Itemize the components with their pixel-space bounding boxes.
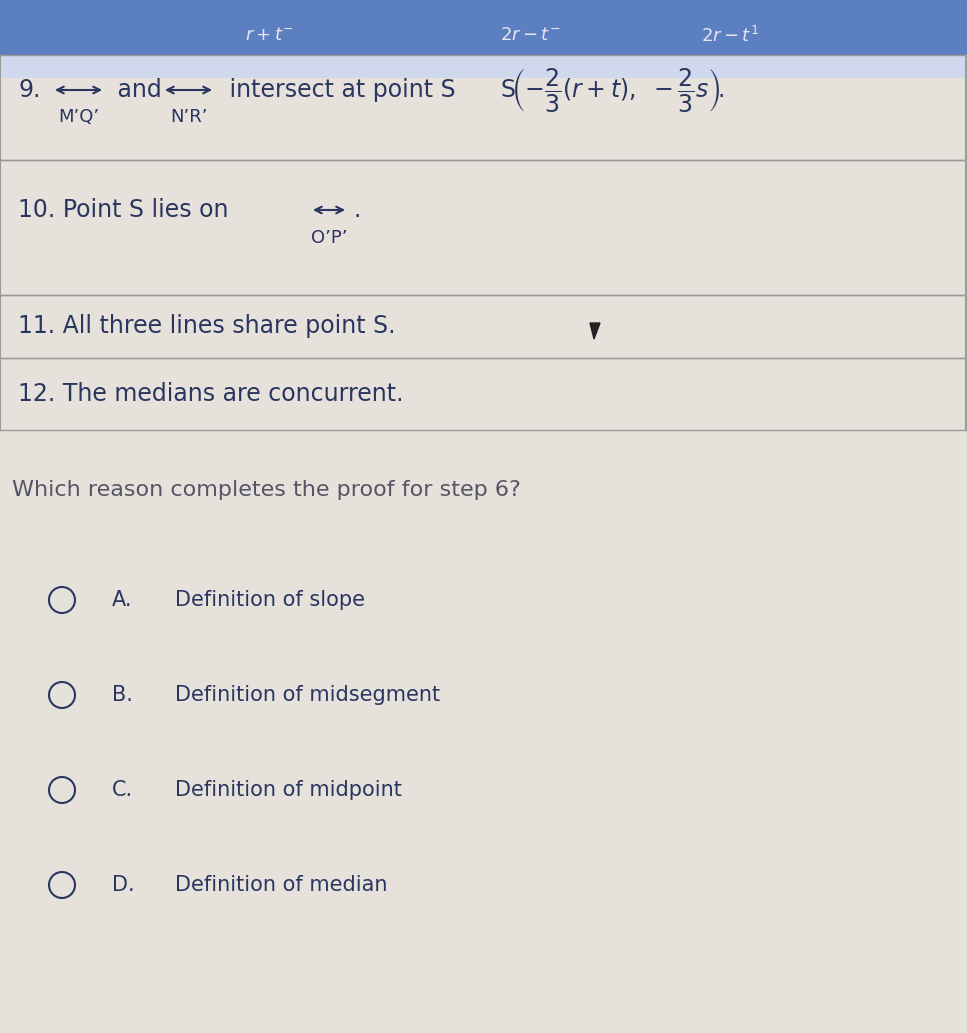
Text: 9.: 9. — [18, 79, 41, 102]
Text: and: and — [110, 79, 169, 102]
Text: M’Q’: M’Q’ — [58, 108, 99, 126]
Text: $2r-t^{1}$: $2r-t^{1}$ — [701, 26, 759, 45]
Text: $2r-t^{-}$: $2r-t^{-}$ — [500, 27, 560, 44]
Text: C.: C. — [112, 780, 133, 800]
Text: N’R’: N’R’ — [170, 108, 207, 126]
Text: 12. The medians are concurrent.: 12. The medians are concurrent. — [18, 382, 403, 406]
Bar — [0, 55, 967, 79]
Text: $r+t^{-}$: $r+t^{-}$ — [246, 27, 295, 44]
Text: Definition of slope: Definition of slope — [175, 590, 365, 611]
Text: Which reason completes the proof for step 6?: Which reason completes the proof for ste… — [12, 480, 521, 500]
Polygon shape — [590, 323, 600, 339]
Text: Definition of midsegment: Definition of midsegment — [175, 685, 440, 705]
Text: A.: A. — [112, 590, 132, 611]
Text: intersect at point S: intersect at point S — [222, 79, 455, 102]
Bar — [0, 0, 967, 55]
Text: B.: B. — [112, 685, 132, 705]
Text: Definition of midpoint: Definition of midpoint — [175, 780, 402, 800]
Text: .: . — [353, 198, 361, 222]
Text: 11. All three lines share point S.: 11. All three lines share point S. — [18, 314, 396, 339]
Text: $\mathrm{S}\!\left(-\dfrac{2}{3}(r + t),\ -\dfrac{2}{3}s\right)\!.$: $\mathrm{S}\!\left(-\dfrac{2}{3}(r + t),… — [500, 66, 724, 114]
Text: D.: D. — [112, 875, 134, 895]
Text: Definition of median: Definition of median — [175, 875, 388, 895]
Text: O’P’: O’P’ — [310, 229, 347, 247]
Text: 10. Point S lies on: 10. Point S lies on — [18, 198, 236, 222]
